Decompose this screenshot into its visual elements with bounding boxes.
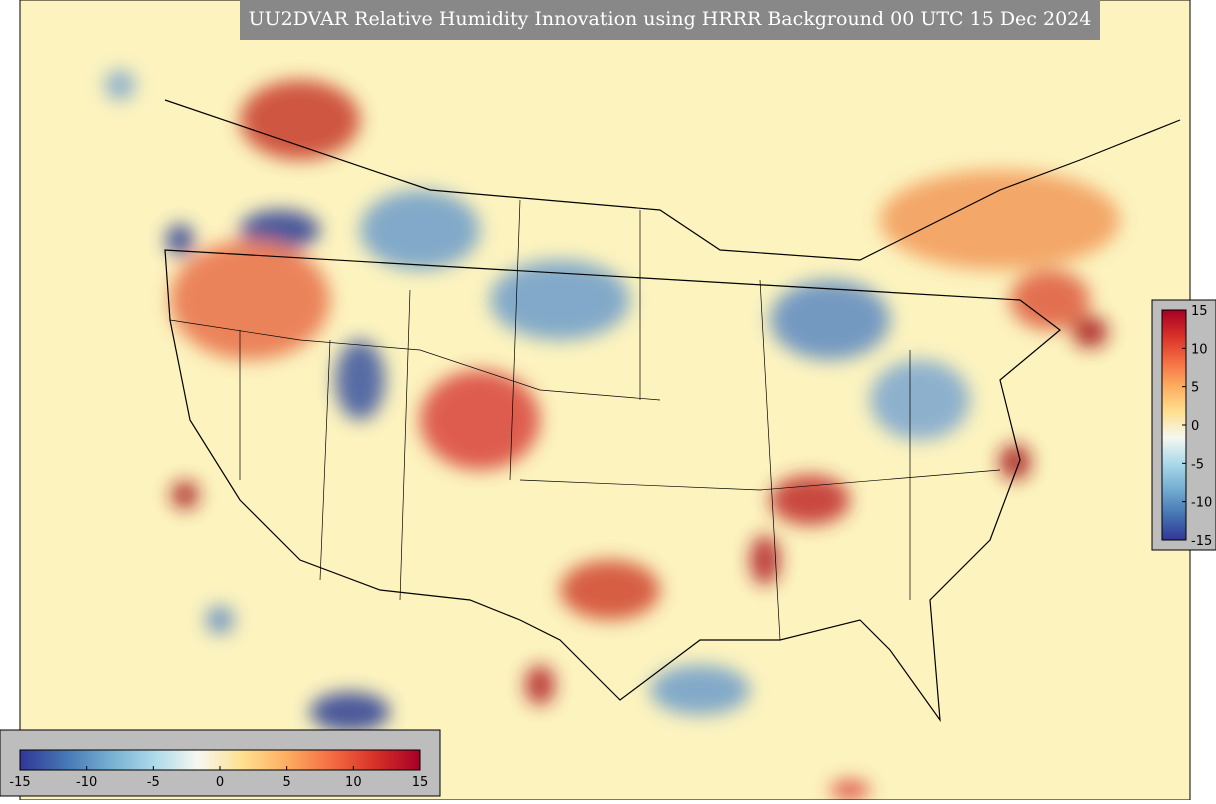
colorbar-tick-label: 15: [412, 775, 429, 790]
state-borders: [169, 199, 1001, 641]
colorbar-tick-label: -5: [147, 775, 160, 790]
colorbar-tick-label: -15: [9, 775, 30, 790]
map-background: [20, 0, 1190, 800]
colorbar-tick-label: 15: [1191, 304, 1208, 319]
colorbar-tick-label: -10: [1191, 496, 1212, 511]
colorbar-tick-label: 5: [283, 775, 291, 790]
colorbar-tick-label: -10: [76, 775, 97, 790]
colorbar-tick-label: 10: [1191, 342, 1208, 357]
colorbar-tick-label: -15: [1191, 534, 1212, 549]
title: UU2DVAR Relative Humidity Innovation usi…: [249, 8, 1092, 30]
colorbar-tick-label: 0: [1191, 419, 1199, 434]
colorbar-tick-label: 10: [345, 775, 362, 790]
coastline: [164, 99, 1181, 723]
colorbar-tick-label: 0: [216, 775, 224, 790]
title-box: [240, 0, 1100, 40]
colorbar-tick-label: -5: [1191, 457, 1204, 472]
colorbar-tick-label: 5: [1191, 381, 1199, 396]
